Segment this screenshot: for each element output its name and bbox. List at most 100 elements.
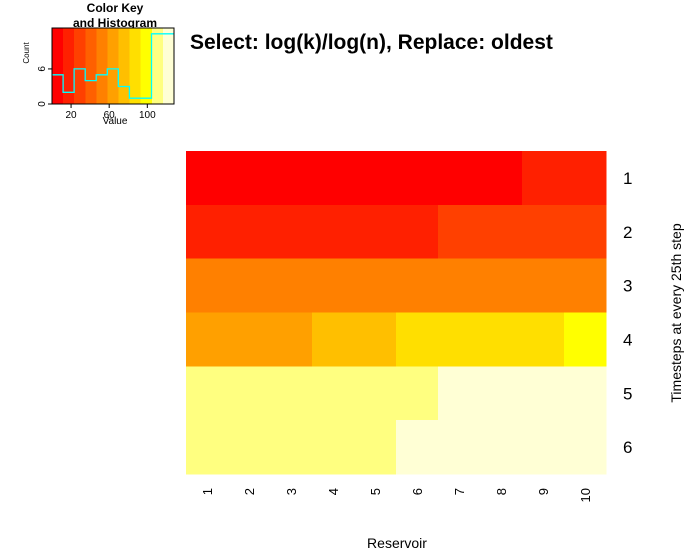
column-label: 7 — [452, 488, 467, 495]
heatmap-cell-r1-c2 — [228, 151, 271, 206]
heatmap-cell-r6-c2 — [228, 420, 271, 475]
x-axis-label: Reservoir — [367, 535, 427, 551]
heatmap-cell-r2-c8 — [480, 204, 523, 260]
heatmap-cell-r3-c1 — [186, 258, 229, 314]
heatmap-cell-r5-c7 — [438, 366, 481, 421]
color-key-swatch — [52, 28, 64, 104]
heatmap-cell-r5-c3 — [270, 366, 313, 421]
color-key-x-tick-label: 20 — [66, 110, 78, 121]
heatmap-cell-r2-c1 — [186, 204, 229, 260]
color-key-histogram — [52, 33, 174, 99]
heatmap-cell-r2-c3 — [270, 204, 313, 260]
color-key-frame — [51, 27, 175, 105]
row-label: 1 — [623, 169, 632, 188]
color-key-y-tick-label: 0 — [37, 101, 48, 107]
row-label: 2 — [623, 223, 632, 242]
heatmap-cell-r3-c6 — [396, 258, 439, 314]
heatmap-cell-r2-c9 — [522, 204, 565, 260]
heatmap-cell-r4-c5 — [354, 312, 397, 367]
color-key-title-line-1: Color Key — [87, 1, 144, 15]
heatmap-cell-r2-c10 — [564, 204, 607, 260]
column-label: 4 — [326, 488, 341, 495]
heatmap-cell-r6-c3 — [270, 420, 313, 475]
heatmap-cell-r6-c9 — [522, 420, 565, 475]
color-key-swatch — [85, 28, 97, 104]
color-key-x-tick-label: 100 — [139, 110, 156, 121]
color-key-swatch — [107, 28, 120, 104]
heatmap-cell-r5-c2 — [228, 366, 271, 421]
row-label: 4 — [623, 330, 632, 349]
color-key-swatch — [118, 28, 131, 104]
column-label: 6 — [410, 488, 425, 495]
row-label: 5 — [623, 384, 632, 403]
color-key-y-ticks: 06 — [37, 66, 52, 107]
heatmap-cell-r6-c8 — [480, 420, 523, 475]
heatmap-cell-r6-c1 — [186, 420, 229, 475]
color-key-title-line-2: and Histogram — [73, 16, 157, 30]
heatmap-cell-r4-c1 — [186, 312, 229, 367]
heatmap-cell-r1-c7 — [438, 151, 481, 206]
color-key-swatch — [96, 28, 108, 104]
heatmap-cell-r3-c10 — [564, 258, 607, 314]
heatmap-cell-r1-c8 — [480, 151, 523, 206]
heatmap-cell-r4-c2 — [228, 312, 271, 367]
heatmap-cell-r6-c6 — [396, 420, 439, 475]
y-axis-label: Timesteps at every 25th step — [668, 223, 684, 402]
column-labels: 1 2 3 4 5 6 7 8 9 10 — [200, 488, 593, 502]
column-label: 8 — [494, 488, 509, 495]
heatmap-cell-r5-c1 — [186, 366, 229, 421]
heatmap-cell-r5-c5 — [354, 366, 397, 421]
heatmap-cell-r1-c4 — [312, 151, 355, 206]
heatmap-cell-r4-c7 — [438, 312, 481, 367]
color-key-x-tick-label: 60 — [104, 110, 116, 121]
column-label: 2 — [242, 488, 257, 495]
heatmap-cell-r3-c4 — [312, 258, 355, 314]
color-key-swatches — [52, 28, 175, 104]
heatmap-cell-r5-c6 — [396, 366, 439, 421]
color-key-y-tick-label: 6 — [37, 66, 48, 72]
heatmap-cell-r5-c10 — [564, 366, 607, 421]
heatmap-cell-r1-c5 — [354, 151, 397, 206]
heatmap-cell-r6-c10 — [564, 420, 607, 475]
color-key: Color Key and Histogram 20 60 100 06 Value… — [22, 1, 175, 127]
heatmap-cell-r4-c10 — [564, 312, 607, 367]
heatmap-cell-r1-c3 — [270, 151, 313, 206]
color-key-x-ticks: 20 60 100 — [66, 104, 156, 121]
heatmap-cell-r2-c4 — [312, 204, 355, 260]
heatmap-cell-r6-c7 — [438, 420, 481, 475]
column-label: 1 — [200, 488, 215, 495]
color-key-xlabel: Value — [103, 116, 128, 127]
heatmap-cell-r4-c8 — [480, 312, 523, 367]
heatmap-cell-r1-c1 — [186, 151, 229, 206]
heatmap-cell-r5-c8 — [480, 366, 523, 421]
heatmap-cell-r1-c6 — [396, 151, 439, 206]
row-label: 3 — [623, 277, 632, 296]
heatmap-cell-r6-c5 — [354, 420, 397, 475]
heatmap-cell-r2-c2 — [228, 204, 271, 260]
color-key-swatch — [63, 28, 75, 104]
heatmap-cell-r4-c4 — [312, 312, 355, 367]
heatmap-cell-r3-c8 — [480, 258, 523, 314]
chart-title: Select: log(k)/log(n), Replace: oldest — [190, 31, 553, 54]
heatmap-cell-r3-c3 — [270, 258, 313, 314]
color-key-swatch — [151, 28, 164, 104]
column-label: 3 — [284, 488, 299, 495]
heatmap-cell-r3-c2 — [228, 258, 271, 314]
heatmap-cell-r1-c9 — [522, 151, 565, 206]
heatmap-cell-r2-c7 — [438, 204, 481, 260]
heatmap-cell-r5-c9 — [522, 366, 565, 421]
heatmap-cell-r2-c6 — [396, 204, 439, 260]
heatmap-cell-r3-c9 — [522, 258, 565, 314]
heatmap-cell-r4-c9 — [522, 312, 565, 367]
row-labels: 1 2 3 4 5 6 — [623, 169, 632, 457]
color-key-swatch — [140, 28, 153, 104]
heatmap-cells — [186, 151, 607, 475]
color-key-swatch — [74, 28, 86, 104]
heatmap-cell-r1-c10 — [564, 151, 607, 206]
column-label: 9 — [536, 488, 551, 495]
heatmap-cell-r5-c4 — [312, 366, 355, 421]
heatmap-cell-r4-c3 — [270, 312, 313, 367]
histogram-line — [52, 33, 174, 99]
color-key-swatch — [129, 28, 142, 104]
